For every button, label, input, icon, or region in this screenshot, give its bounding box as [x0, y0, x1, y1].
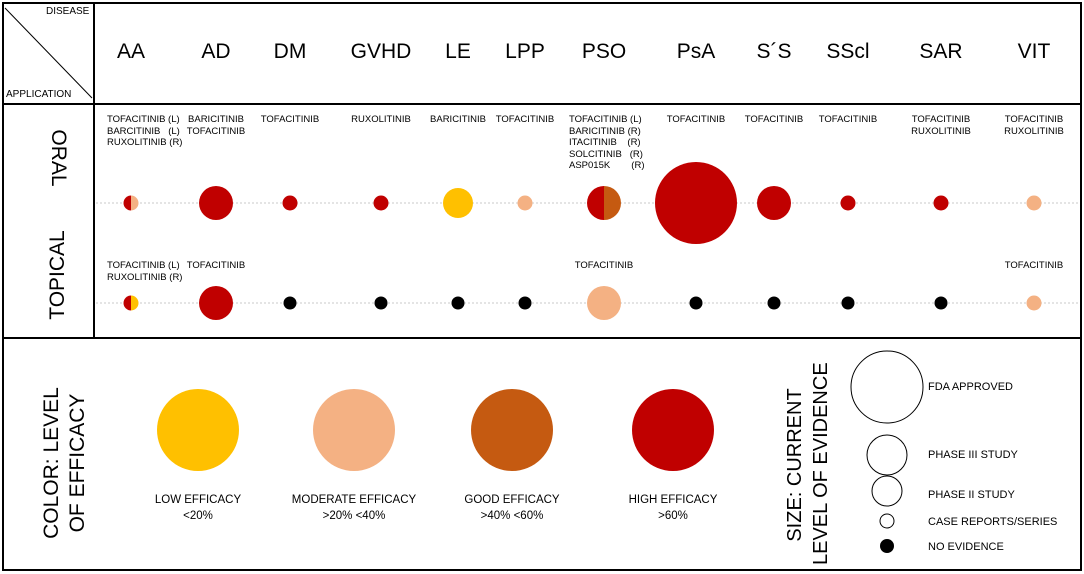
topical-circle-psa — [689, 296, 703, 310]
topical-circle-pso — [587, 286, 621, 320]
topical-drugs-ad: TOFACITINIB — [186, 260, 246, 271]
evidence-swatch-phase-iii-study — [866, 434, 908, 476]
topical-circle-aa — [123, 295, 139, 311]
topical-circle-le — [451, 296, 465, 310]
oral-circle-aa-left-half — [123, 195, 131, 211]
color-legend-title-line2: OF EFFICACY — [66, 393, 89, 533]
oral-circle-aa-right-half — [131, 195, 139, 211]
oral-circle-le — [443, 188, 473, 218]
oral-drugs-ad: BARICITINIB TOFACITINIB — [186, 114, 246, 137]
oral-drugs-pso: TOFACITINIB (L) BARICITINIB (R) ITACITIN… — [569, 114, 645, 171]
oral-circle-pso — [587, 186, 621, 220]
disease-header-ad: AD — [201, 40, 231, 63]
disease-header-pso: PSO — [581, 40, 627, 63]
oral-drugs-s-s: TOFACITINIB — [744, 114, 804, 125]
efficacy-range: <20% — [183, 510, 213, 522]
oral-circle-gvhd — [373, 195, 389, 211]
oral-circle-pso-left-half — [587, 186, 604, 220]
evidence-label-case-reports-series: CASE REPORTS/SERIES — [928, 516, 1058, 528]
oral-drugs-le: BARICITINIB — [430, 114, 486, 125]
efficacy-name: LOW EFFICACY — [154, 494, 242, 506]
size-legend-title: SIZE: CURRENT LEVEL OF EVIDENCE — [782, 362, 834, 565]
efficacy-swatch-moderate — [313, 389, 395, 471]
evidence-label-phase-ii-study: PHASE II STUDY — [928, 489, 1015, 501]
topical-label: TOPICAL — [46, 230, 69, 320]
topical-circle-sscl — [841, 296, 855, 310]
color-legend-title-line1: COLOR: LEVEL — [40, 387, 63, 539]
disease-header-psa: PsA — [676, 40, 716, 63]
evidence-swatch-phase-ii-study — [871, 475, 903, 507]
corner-application-label: APPLICATION — [6, 89, 72, 100]
oral-drugs-dm: TOFACITINIB — [260, 114, 320, 125]
oral-circle-psa — [655, 162, 737, 244]
oral-circle-s-s — [757, 186, 791, 220]
topical-drugs-pso: TOFACITINIB — [574, 260, 634, 271]
efficacy-name: GOOD EFFICACY — [464, 494, 560, 506]
efficacy-range: >20% <40% — [322, 510, 386, 522]
oral-drugs-gvhd: RUXOLITINIB — [351, 114, 411, 125]
topical-circle-vit — [1026, 295, 1042, 311]
disease-header-vit: VIT — [1017, 40, 1051, 63]
size-legend-title-line1: SIZE: CURRENT — [784, 388, 806, 542]
efficacy-swatch-high — [632, 389, 714, 471]
evidence-label-no-evidence: NO EVIDENCE — [928, 541, 1004, 553]
efficacy-label-low: LOW EFFICACY <20% — [108, 492, 288, 524]
oral-circle-sscl — [840, 195, 856, 211]
corner-disease-label: DISEASE — [46, 6, 90, 17]
oral-circle-dm — [282, 195, 298, 211]
oral-drugs-sar: TOFACITINIB RUXOLITINIB — [911, 114, 971, 137]
efficacy-label-good: GOOD EFFICACY >40% <60% — [422, 492, 602, 524]
disease-header-lpp: LPP — [505, 40, 545, 63]
oral-circle-pso-right-half — [604, 186, 621, 220]
evidence-label-phase-iii-study: PHASE III STUDY — [928, 449, 1018, 461]
topical-circle-aa-right-half — [131, 295, 139, 311]
topical-drugs-vit: TOFACITINIB — [1004, 260, 1064, 271]
evidence-swatch-fda-approved — [850, 350, 924, 424]
efficacy-name: HIGH EFFICACY — [628, 494, 718, 506]
topical-circle-sar — [934, 296, 948, 310]
topical-circle-gvhd — [374, 296, 388, 310]
evidence-swatch-no-evidence — [880, 539, 894, 553]
oral-drugs-aa: TOFACITINIB (L) BARCITINIB (L) RUXOLITIN… — [107, 114, 183, 148]
disease-header-gvhd: GVHD — [350, 40, 412, 63]
evidence-circles — [123, 162, 1042, 320]
efficacy-range: >60% — [658, 510, 688, 522]
oral-drugs-sscl: TOFACITINIB — [818, 114, 878, 125]
efficacy-swatch-good — [471, 389, 553, 471]
oral-circle-vit — [1026, 195, 1042, 211]
disease-header-sscl: SScl — [826, 40, 870, 63]
topical-circle-s-s — [767, 296, 781, 310]
oral-circle-ad — [199, 186, 233, 220]
topical-circle-ad — [199, 286, 233, 320]
efficacy-range: >40% <60% — [480, 510, 544, 522]
topical-circle-dm — [283, 296, 297, 310]
oral-drugs-lpp: TOFACITINIB — [495, 114, 555, 125]
efficacy-label-moderate: MODERATE EFFICACY >20% <40% — [264, 492, 444, 524]
oral-circle-aa — [123, 195, 139, 211]
efficacy-swatch-low — [157, 389, 239, 471]
efficacy-name: MODERATE EFFICACY — [291, 494, 417, 506]
disease-header-sar: SAR — [919, 40, 963, 63]
disease-header-le: LE — [445, 40, 471, 63]
legend-circles — [157, 350, 924, 553]
oral-circle-sar — [933, 195, 949, 211]
disease-header-dm: DM — [273, 40, 307, 63]
oral-drugs-vit: TOFACITINIB RUXOLITINIB — [1004, 114, 1064, 137]
color-legend-title: COLOR: LEVEL OF EFFICACY — [39, 363, 91, 563]
topical-circle-lpp — [518, 296, 532, 310]
size-legend-title-line2: LEVEL OF EVIDENCE — [810, 362, 832, 565]
oral-label: ORAL — [47, 129, 70, 187]
efficacy-label-high: HIGH EFFICACY >60% — [583, 492, 763, 524]
disease-header-aa: AA — [116, 40, 145, 63]
topical-circle-aa-left-half — [123, 295, 131, 311]
topical-drugs-aa: TOFACITINIB (L) RUXOLITINIB (R) — [107, 260, 183, 283]
evidence-swatch-case-reports-series — [879, 513, 895, 529]
oral-drugs-psa: TOFACITINIB — [666, 114, 726, 125]
oral-circle-lpp — [517, 195, 533, 211]
disease-header-s-s: S´S — [756, 40, 792, 63]
evidence-label-fda-approved: FDA APPROVED — [928, 381, 1013, 393]
corner-diagonal — [4, 7, 93, 99]
